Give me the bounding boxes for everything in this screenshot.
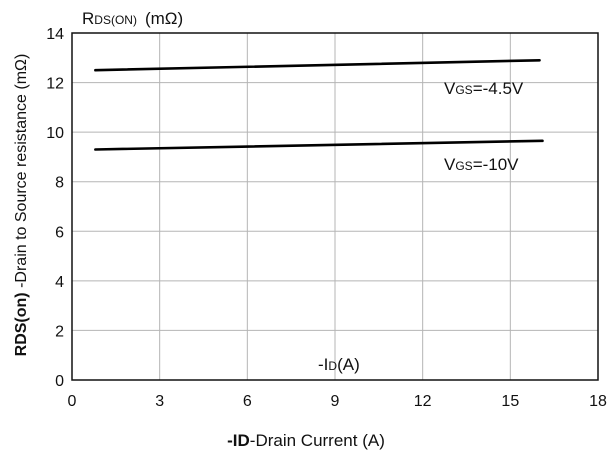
y-unit-main: R: [82, 9, 94, 28]
x-tick-label: 3: [155, 393, 164, 410]
y-tick-label: 10: [46, 125, 64, 142]
series-lines: [95, 60, 542, 149]
y-axis-label: RDS(on) -Drain to Source resistance (mΩ): [13, 54, 30, 357]
x-tick-label: 12: [414, 393, 432, 410]
y-tick-label: 0: [55, 373, 64, 390]
series-label-0-main: V: [444, 79, 456, 98]
y-unit-tail: (mΩ): [145, 9, 183, 28]
y-unit-sub: DS(ON): [94, 13, 137, 27]
x-unit-label: -ID(A): [318, 355, 360, 374]
series-label-1-sub: GS: [455, 159, 472, 173]
series-label-0-sub: GS: [455, 83, 472, 97]
y-axis-label-bold: RDS(on): [13, 292, 30, 356]
series-label-1-tail: =-10V: [473, 155, 519, 174]
x-unit-tail: (A): [337, 355, 360, 374]
y-tick-label: 12: [46, 76, 64, 93]
y-axis-label-rest: -Drain to Source resistance (mΩ): [13, 54, 30, 293]
x-tick-label: 0: [68, 393, 77, 410]
y-tick-label: 2: [55, 323, 64, 340]
series-line-1: [95, 141, 542, 150]
y-tick-label: 14: [46, 26, 64, 43]
y-tick-label: 6: [55, 224, 64, 241]
y-unit-label: RDS(ON) (mΩ): [82, 9, 183, 28]
series-label-vgs-4-5v: VGS=-4.5V: [444, 79, 524, 98]
x-tick-label: 6: [243, 393, 252, 410]
series-label-1-main: V: [444, 155, 456, 174]
x-unit-main: -I: [318, 355, 328, 374]
x-tick-label: 15: [501, 393, 519, 410]
series-label-vgs-10v: VGS=-10V: [444, 155, 519, 174]
x-tick-label: 9: [331, 393, 340, 410]
x-axis-label: -ID-Drain Current (A): [227, 431, 385, 450]
y-tick-label: 4: [55, 274, 64, 291]
x-axis-label-rest: -Drain Current (A): [250, 431, 385, 450]
series-line-0: [95, 60, 539, 70]
x-tick-label: 18: [589, 393, 607, 410]
x-axis-label-bold: -ID: [227, 431, 250, 450]
x-unit-sub: D: [328, 359, 337, 373]
series-label-0-tail: =-4.5V: [473, 79, 524, 98]
y-tick-label: 8: [55, 175, 64, 192]
